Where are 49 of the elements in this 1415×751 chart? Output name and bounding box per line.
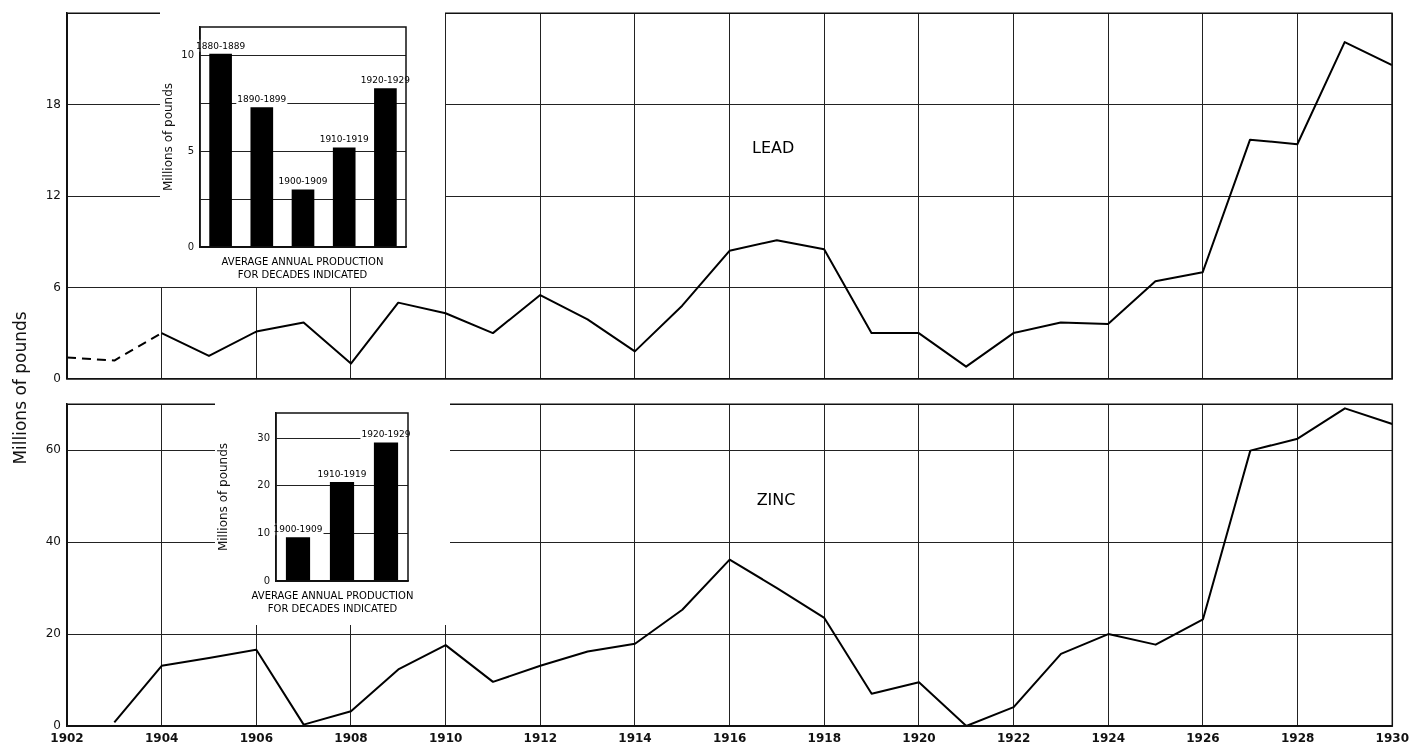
x-tick-label: 1900-1909 <box>278 176 328 187</box>
x-tick-label: 1890-1899 <box>237 94 287 105</box>
y-tick-label: 12 <box>45 188 61 203</box>
x-tick-label: 1918 <box>807 731 842 746</box>
x-tick-label: 1912 <box>523 731 558 746</box>
y-tick-label: 6 <box>53 279 61 294</box>
x-tick-label: 1908 <box>334 731 368 746</box>
y-tick-label: 40 <box>45 534 61 549</box>
annotation: LEAD <box>752 137 795 157</box>
x-tick-label: 1928 <box>1280 731 1315 746</box>
x-tick-label: 1906 <box>239 731 274 746</box>
x-tick-label: 1910 <box>428 731 463 746</box>
x-axis-title: AVERAGE ANNUAL PRODUCTION FOR DECADES INDICATED <box>251 589 414 614</box>
x-axis-title: AVERAGE ANNUAL PRODUCTION FOR DECADES INDICATED <box>221 255 384 280</box>
y-tick-label: 18 <box>45 96 61 111</box>
y-tick-label: 20 <box>257 479 270 491</box>
y-tick-label: 20 <box>45 626 61 641</box>
y-tick-label: 0 <box>53 370 61 385</box>
x-tick-label: 1910-1919 <box>319 134 369 145</box>
y-axis-title: Millions of pounds <box>161 82 176 192</box>
bar <box>373 442 399 581</box>
bar <box>374 88 397 247</box>
y-axis-title: Millions of pounds <box>216 442 231 552</box>
x-tick-label: 1916 <box>712 731 747 746</box>
y-tick-label: 0 <box>263 574 270 586</box>
y-tick-label: 30 <box>257 431 270 443</box>
y-tick-label: 0 <box>53 718 61 733</box>
x-tick-label: 1902 <box>50 731 84 746</box>
x-tick-label: 1914 <box>618 731 652 746</box>
x-tick-label: 1904 <box>144 731 179 746</box>
bar <box>332 147 356 247</box>
bar <box>285 537 311 581</box>
x-tick-label: 1910-1919 <box>317 468 367 479</box>
bar <box>329 482 355 581</box>
y-tick-label: 5 <box>187 144 194 156</box>
y-tick-label: 60 <box>45 442 61 457</box>
x-tick-label: 1924 <box>1091 731 1126 746</box>
y-axis-title: Millions of pounds <box>10 311 30 465</box>
x-tick-label: 1920 <box>902 731 936 746</box>
x-tick-label: 1930 <box>1375 731 1409 746</box>
bar <box>209 53 232 247</box>
bar <box>250 107 274 247</box>
x-tick-label: 1922 <box>996 731 1031 746</box>
y-tick-label: 0 <box>187 240 194 252</box>
bar <box>291 189 315 247</box>
y-tick-label: 10 <box>257 527 270 538</box>
x-tick-label: 1926 <box>1186 731 1220 746</box>
y-tick-label: 10 <box>181 49 194 61</box>
annotation: ZINC <box>756 489 796 509</box>
